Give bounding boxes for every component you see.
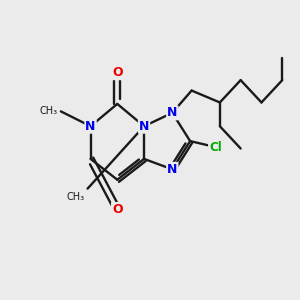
Text: N: N [139,120,149,133]
Text: N: N [85,120,96,133]
Text: N: N [167,163,178,176]
Text: O: O [112,203,123,216]
Text: CH₃: CH₃ [67,192,85,202]
Text: O: O [112,66,123,79]
Text: Cl: Cl [209,140,222,154]
Text: N: N [167,106,178,119]
Text: CH₃: CH₃ [39,106,57,116]
